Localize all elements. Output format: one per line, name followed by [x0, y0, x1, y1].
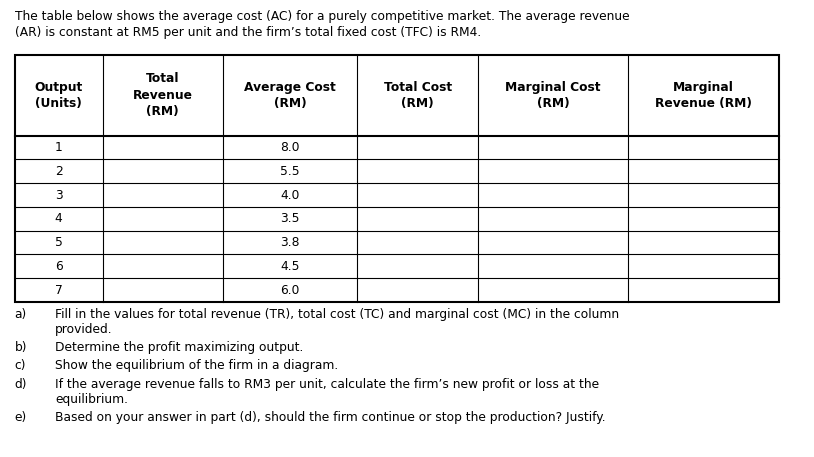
Text: Fill in the values for total revenue (TR), total cost (TC) and marginal cost (MC: Fill in the values for total revenue (TR… — [55, 308, 619, 321]
Text: Average Cost
(RM): Average Cost (RM) — [244, 80, 336, 110]
Text: a): a) — [15, 308, 27, 321]
Text: 3: 3 — [55, 189, 63, 202]
Text: 6.0: 6.0 — [281, 284, 300, 297]
Text: d): d) — [15, 377, 27, 391]
Text: Determine the profit maximizing output.: Determine the profit maximizing output. — [55, 341, 304, 354]
Text: (AR) is constant at RM5 per unit and the firm’s total fixed cost (TFC) is RM4.: (AR) is constant at RM5 per unit and the… — [15, 26, 481, 39]
Text: 3.8: 3.8 — [281, 236, 300, 249]
Text: Total Cost
(RM): Total Cost (RM) — [383, 80, 452, 110]
Text: 3.5: 3.5 — [281, 213, 300, 225]
Text: Marginal
Revenue (RM): Marginal Revenue (RM) — [655, 80, 752, 110]
Text: Total
Revenue
(RM): Total Revenue (RM) — [133, 72, 193, 118]
Text: equilibrium.: equilibrium. — [55, 393, 129, 406]
Text: 4.5: 4.5 — [281, 260, 300, 273]
Text: 4: 4 — [55, 213, 63, 225]
Text: Based on your answer in part (d), should the firm continue or stop the productio: Based on your answer in part (d), should… — [55, 411, 606, 424]
Text: b): b) — [15, 341, 27, 354]
Text: c): c) — [15, 360, 26, 372]
Text: 5.5: 5.5 — [280, 165, 300, 178]
Text: 2: 2 — [55, 165, 63, 178]
Text: If the average revenue falls to RM3 per unit, calculate the firm’s new profit or: If the average revenue falls to RM3 per … — [55, 377, 599, 391]
Text: 4.0: 4.0 — [281, 189, 300, 202]
Text: 5: 5 — [55, 236, 63, 249]
Text: Marginal Cost
(RM): Marginal Cost (RM) — [505, 80, 601, 110]
Text: Show the equilibrium of the firm in a diagram.: Show the equilibrium of the firm in a di… — [55, 360, 339, 372]
Text: Output
(Units): Output (Units) — [34, 80, 83, 110]
Text: 6: 6 — [55, 260, 63, 273]
Text: 8.0: 8.0 — [281, 141, 300, 154]
Text: e): e) — [15, 411, 27, 424]
Text: 7: 7 — [55, 284, 63, 297]
Text: provided.: provided. — [55, 323, 113, 336]
Text: The table below shows the average cost (AC) for a purely competitive market. The: The table below shows the average cost (… — [15, 10, 629, 23]
Text: 1: 1 — [55, 141, 63, 154]
